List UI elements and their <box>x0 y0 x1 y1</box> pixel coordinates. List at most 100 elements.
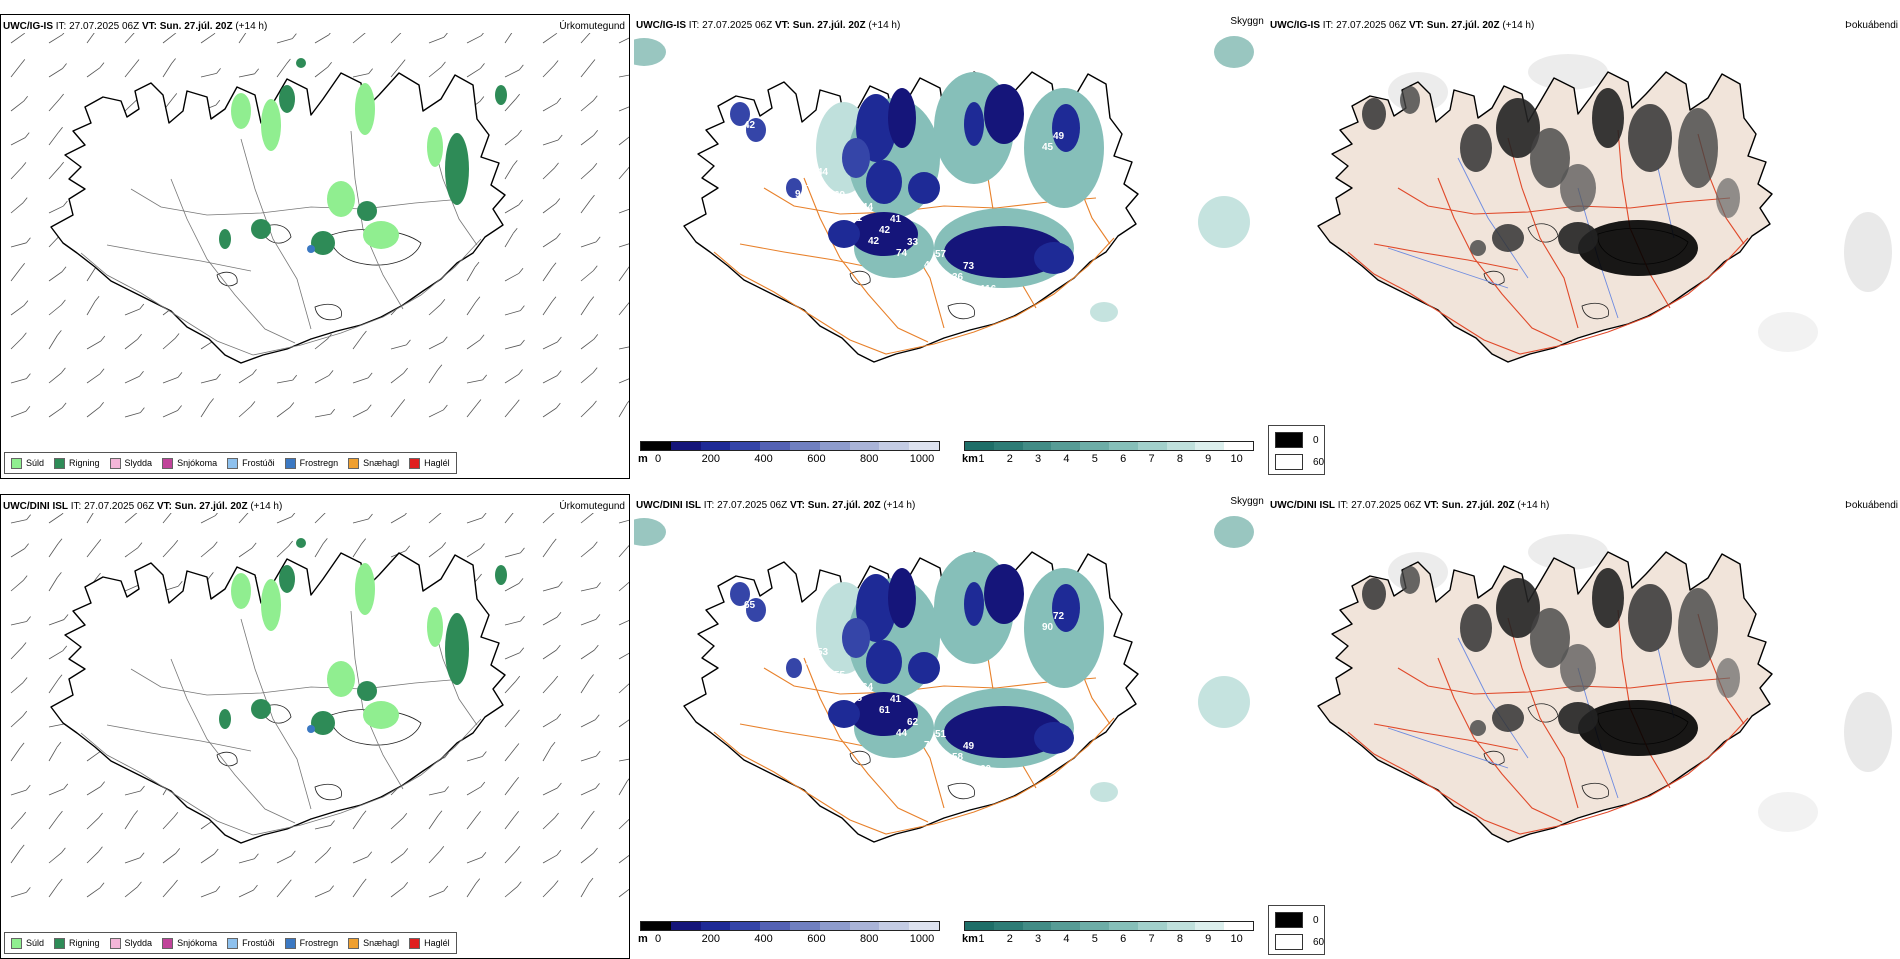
legend-label: Snjókoma <box>177 938 217 948</box>
legend-item: Súld <box>11 458 44 469</box>
legend-swatch <box>227 938 238 949</box>
legend-swatch <box>227 458 238 469</box>
fog-legend-swatch <box>1275 454 1303 470</box>
cape-value-label: 73 <box>963 261 975 272</box>
colorbar-tick: 9 <box>1205 933 1211 945</box>
fog-legend-label: 60 <box>1313 937 1324 948</box>
legend-item: Frostregn <box>285 458 339 469</box>
colorbar-bin <box>1109 922 1138 930</box>
colorbar-bin <box>701 442 731 450</box>
cape-value-label: 37 <box>823 681 835 692</box>
colorbar-bin <box>730 442 760 450</box>
panel-title: Skyggni <box>1230 16 1264 27</box>
colorbar-bin <box>1051 442 1080 450</box>
cape-value-label: 71 <box>851 213 863 224</box>
legend-item: Rigning <box>54 938 100 949</box>
colorbar-tick: 0 <box>655 933 661 945</box>
colorbar-bin <box>1224 442 1253 450</box>
colorbar-unit: m <box>638 453 648 465</box>
colorbar-bin <box>760 922 790 930</box>
legend-swatch <box>285 458 296 469</box>
legend-label: Frostúði <box>242 938 275 948</box>
cape-value-label: 46 <box>1036 308 1048 319</box>
panel-header: UWC/IG-IS IT: 27.07.2025 06Z VT: Sun. 27… <box>636 20 900 31</box>
panel-title: Skyggni <box>1230 496 1264 507</box>
colorbar-tick: 3 <box>1035 933 1041 945</box>
cape-value-label: 39 <box>789 635 801 646</box>
legend-item: Snæhagl <box>348 938 399 949</box>
cape-value-label: 61 <box>879 705 891 716</box>
fog-panel-row1: UWC/IG-IS IT: 27.07.2025 06Z VT: Sun. 27… <box>1268 14 1898 479</box>
legend-item: Rigning <box>54 458 100 469</box>
legend-item: Slydda <box>110 458 153 469</box>
cape-value-label: 64 <box>862 682 874 693</box>
colorbar-bin <box>994 922 1023 930</box>
cape-value-label: 50 <box>941 283 953 294</box>
colorbar-bin <box>850 442 880 450</box>
fog-legend-item: 0 <box>1275 432 1319 448</box>
cape-value-label: 47 <box>1036 788 1048 799</box>
cape-value-label: 44 <box>1025 319 1037 330</box>
cape-value-label: 53 <box>817 647 829 658</box>
cape-value-label: 41 <box>997 787 1009 798</box>
fog-map <box>1268 32 1898 452</box>
colorbar-tick: 8 <box>1177 933 1183 945</box>
colorbar-bin <box>641 922 671 930</box>
panel-header: UWC/IG-IS IT: 27.07.2025 06Z VT: Sun. 27… <box>1270 20 1534 31</box>
cape-value-label: 42 <box>868 236 880 247</box>
colorbar-tick: 4 <box>1063 933 1069 945</box>
colorbar-bin <box>909 922 939 930</box>
colorbar-tick: 800 <box>860 933 878 945</box>
colorbar-bin <box>879 442 909 450</box>
cape-value-label: 53 <box>778 646 790 657</box>
cape-value-label: 45 <box>969 775 981 786</box>
legend-swatch <box>162 938 173 949</box>
legend-item: Snjókoma <box>162 458 217 469</box>
panel-header: UWC/DINI ISL IT: 27.07.2025 06Z VT: Sun.… <box>1270 500 1549 511</box>
cape-value-label: 90 <box>1042 622 1054 633</box>
legend-item: Frostúði <box>227 938 275 949</box>
colorbar-tick: 400 <box>754 933 772 945</box>
colorbar-tick: 1 <box>978 453 984 465</box>
colorbar-bin <box>1224 922 1253 930</box>
legend-item: Haglél <box>409 938 450 949</box>
colorbar-bin <box>1023 442 1052 450</box>
cape-value-label: 49 <box>1053 131 1065 142</box>
legend-label: Snæhagl <box>363 458 399 468</box>
fog-legend-label: 0 <box>1313 435 1319 446</box>
colorbar-tick: 800 <box>860 453 878 465</box>
cape-map: 4244417346574457508669331164910142364432… <box>634 32 1264 452</box>
fog-legend-item: 60 <box>1275 454 1324 470</box>
legend-swatch <box>348 458 359 469</box>
cape-value-label: 62 <box>907 717 919 728</box>
colorbar-tick: 7 <box>1148 933 1154 945</box>
colorbar-bin <box>850 922 880 930</box>
cape-value-label: 42 <box>744 120 756 131</box>
legend-item: Frostregn <box>285 938 339 949</box>
colorbar-bin <box>1138 442 1167 450</box>
cape-value-label: 45 <box>1042 142 1054 153</box>
cape-value-label: 44 <box>817 167 829 178</box>
cape-value-label: 86 <box>761 143 773 154</box>
colorbar-bin <box>1051 922 1080 930</box>
legend-item: Frostúði <box>227 458 275 469</box>
cape-value-label: 44 <box>862 202 874 213</box>
legend-swatch <box>162 458 173 469</box>
legend-label: Snjókoma <box>177 458 217 468</box>
fog-panel-row2: UWC/DINI ISL IT: 27.07.2025 06Z VT: Sun.… <box>1268 494 1898 959</box>
colorbar-bin <box>1138 922 1167 930</box>
legend-label: Haglél <box>424 458 450 468</box>
cape-value-label: 101 <box>806 178 823 189</box>
colorbar-bin <box>1195 922 1224 930</box>
colorbar-bin <box>760 442 790 450</box>
colorbar-tick: 6 <box>1120 933 1126 945</box>
colorbar-bin <box>820 442 850 450</box>
cape-value-label: 53 <box>969 295 981 306</box>
cape-panel-row2: UWC/DINI ISL IT: 27.07.2025 06Z VT: Sun.… <box>634 494 1264 959</box>
colorbar-tick: 2 <box>1007 933 1013 945</box>
panel-title: Þokuábendi <box>1845 20 1898 31</box>
